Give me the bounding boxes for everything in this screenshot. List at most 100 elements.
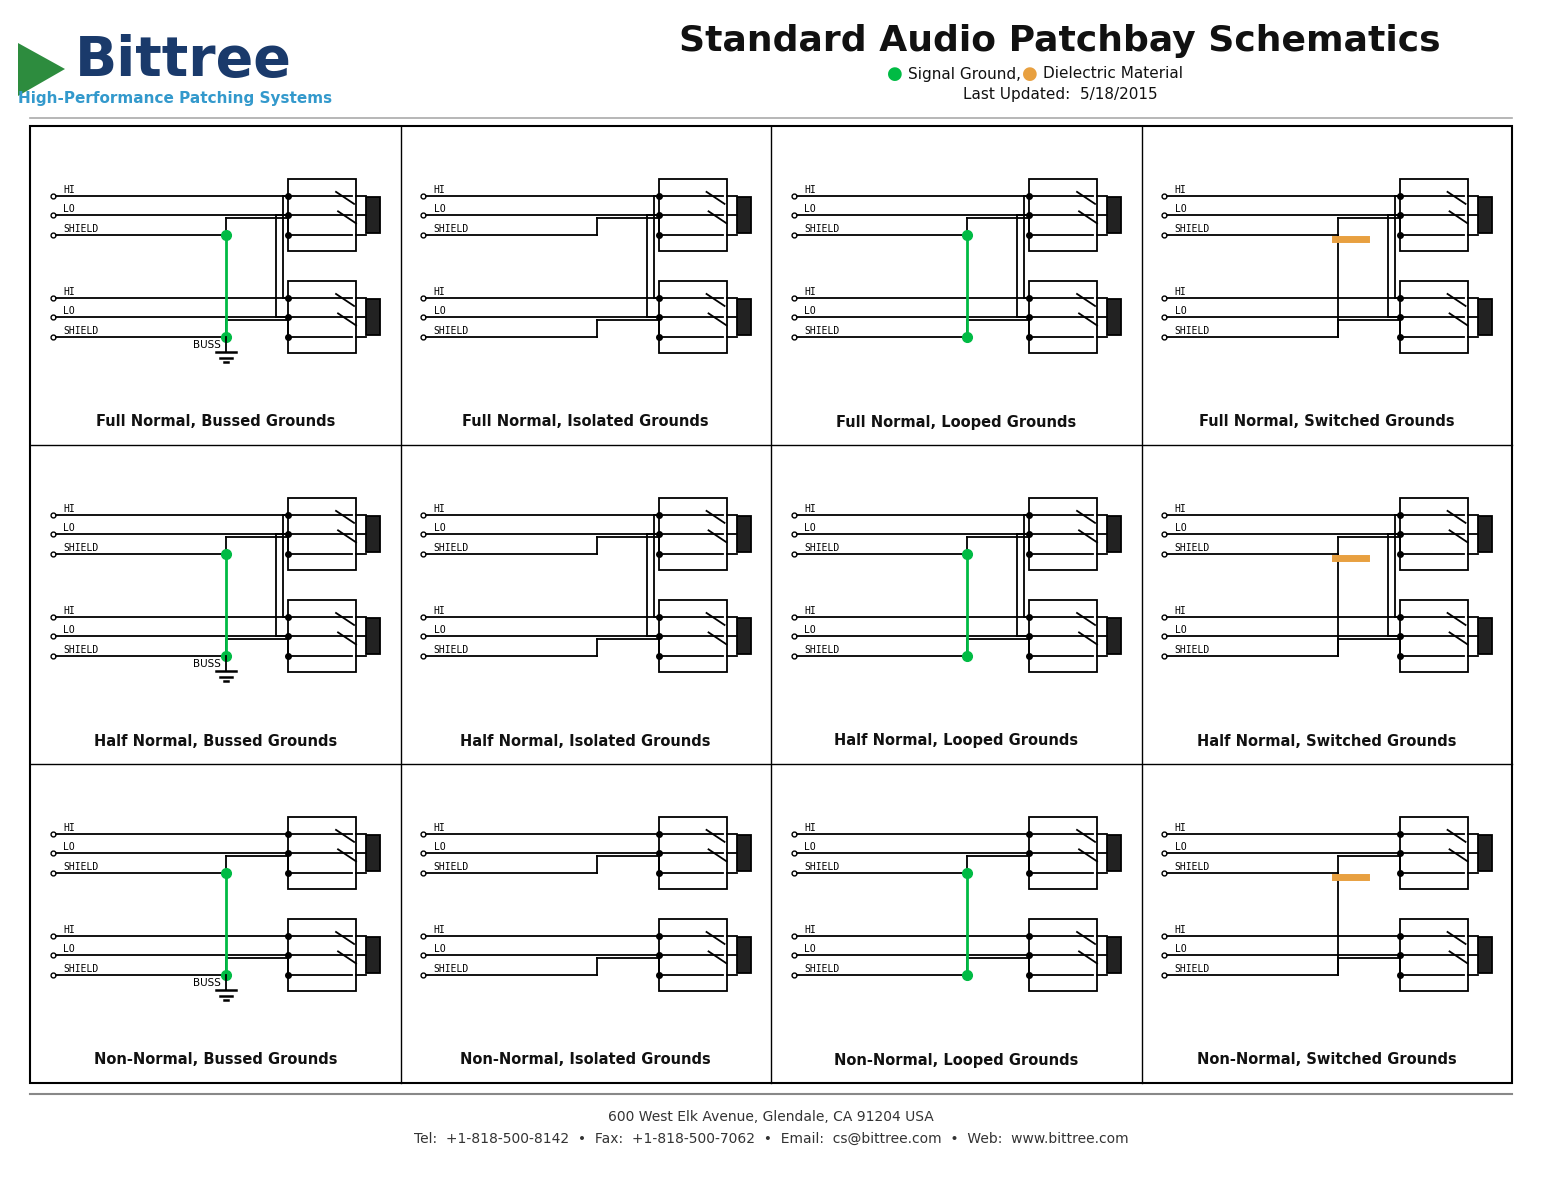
Text: SHIELD: SHIELD [1175,644,1210,655]
Text: BUSS: BUSS [193,978,222,989]
Text: Dielectric Material: Dielectric Material [1042,67,1183,81]
Text: HI: HI [1175,504,1187,513]
Bar [1400,817,1468,890]
Text: HI: HI [433,823,446,833]
Text: HI: HI [805,823,816,833]
Bar [1029,600,1096,673]
Text: HI: HI [63,925,76,935]
Text: LO: LO [805,625,816,636]
Bar [658,180,726,251]
Bar [1029,498,1096,570]
Text: Non-Normal, Bussed Grounds: Non-Normal, Bussed Grounds [94,1053,338,1067]
Text: SHIELD: SHIELD [1175,326,1210,336]
Text: LO: LO [433,523,446,534]
Text: HI: HI [1175,606,1187,616]
Text: BUSS: BUSS [193,659,222,669]
Text: Half Normal, Isolated Grounds: Half Normal, Isolated Grounds [461,734,711,748]
Text: LO: LO [1175,523,1187,534]
Text: HI: HI [63,287,76,297]
Text: Tel:  +1-818-500-8142  •  Fax:  +1-818-500-7062  •  Email:  cs@bittree.com  •  W: Tel: +1-818-500-8142 • Fax: +1-818-500-7… [413,1131,1129,1146]
Bar [658,817,726,890]
Text: SHIELD: SHIELD [63,862,99,872]
Bar [1477,835,1491,872]
Bar [288,498,356,570]
Text: SHIELD: SHIELD [805,543,839,553]
Text: SHIELD: SHIELD [63,543,99,553]
Text: LO: LO [63,625,76,636]
Bar [288,600,356,673]
Text: Full Normal, Bussed Grounds: Full Normal, Bussed Grounds [96,414,335,430]
Bar [1107,835,1121,872]
Text: Full Normal, Looped Grounds: Full Normal, Looped Grounds [836,414,1076,430]
Text: Half Normal, Switched Grounds: Half Normal, Switched Grounds [1197,734,1457,748]
Bar [737,618,751,654]
Text: SHIELD: SHIELD [63,224,99,233]
Text: HI: HI [63,185,76,195]
Text: LO: LO [433,205,446,214]
Text: LO: LO [805,306,816,317]
Bar [658,600,726,673]
Bar [1107,198,1121,233]
Text: LO: LO [1175,842,1187,853]
Text: Bittree: Bittree [76,35,291,88]
Bar [1029,281,1096,354]
Text: SHIELD: SHIELD [433,224,469,233]
Bar [1029,180,1096,251]
Text: LO: LO [805,205,816,214]
Text: SHIELD: SHIELD [805,644,839,655]
Bar [1477,198,1491,233]
Bar [1400,600,1468,673]
Text: HI: HI [433,925,446,935]
Text: SHIELD: SHIELD [1175,224,1210,233]
Text: SHIELD: SHIELD [433,644,469,655]
Text: LO: LO [805,523,816,534]
Text: LO: LO [1175,306,1187,317]
Text: HI: HI [1175,185,1187,195]
Text: SHIELD: SHIELD [433,326,469,336]
Text: ●: ● [1022,66,1038,83]
Text: HI: HI [1175,925,1187,935]
Text: ●: ● [887,66,904,83]
Bar [1107,517,1121,553]
Text: 600 West Elk Avenue, Glendale, CA 91204 USA: 600 West Elk Avenue, Glendale, CA 91204 … [608,1110,934,1124]
Text: SHIELD: SHIELD [805,224,839,233]
Bar [1400,281,1468,354]
Text: Non-Normal, Switched Grounds: Non-Normal, Switched Grounds [1197,1053,1457,1067]
Text: HI: HI [433,287,446,297]
Text: LO: LO [63,523,76,534]
Bar [288,817,356,890]
Text: SHIELD: SHIELD [1175,964,1210,974]
Bar [1107,618,1121,654]
Bar [737,517,751,553]
Text: HI: HI [1175,287,1187,297]
Text: SHIELD: SHIELD [1175,543,1210,553]
Text: HI: HI [63,504,76,513]
Bar [1400,919,1468,991]
Text: SHIELD: SHIELD [805,862,839,872]
Bar [29,126,1513,1083]
Text: Standard Audio Patchbay Schematics: Standard Audio Patchbay Schematics [678,24,1440,58]
Text: LO: LO [1175,205,1187,214]
Text: LO: LO [433,625,446,636]
Bar [1477,937,1491,973]
Text: HI: HI [433,504,446,513]
Bar [365,835,379,872]
Bar [1107,937,1121,973]
Text: LO: LO [805,842,816,853]
Text: LO: LO [63,205,76,214]
Text: SHIELD: SHIELD [805,326,839,336]
Text: HI: HI [805,287,816,297]
Text: Signal Ground,: Signal Ground, [908,67,1021,81]
Text: Non-Normal, Isolated Grounds: Non-Normal, Isolated Grounds [461,1053,711,1067]
Text: SHIELD: SHIELD [63,964,99,974]
Text: Half Normal, Bussed Grounds: Half Normal, Bussed Grounds [94,734,336,748]
Text: HI: HI [433,606,446,616]
Text: Full Normal, Switched Grounds: Full Normal, Switched Grounds [1200,414,1454,430]
Text: LO: LO [433,306,446,317]
Text: HI: HI [805,606,816,616]
Bar [365,198,379,233]
Text: Non-Normal, Looped Grounds: Non-Normal, Looped Grounds [834,1053,1078,1067]
Bar [365,618,379,654]
Bar [365,517,379,553]
Bar [288,919,356,991]
